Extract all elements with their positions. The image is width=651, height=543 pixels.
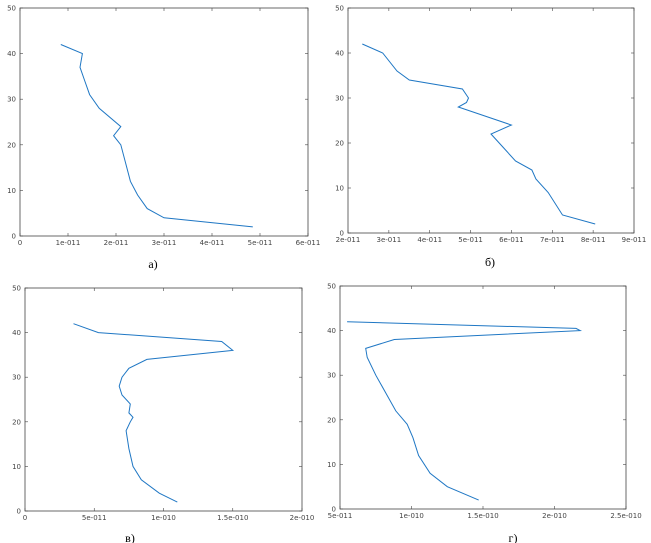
x-tick-label: 1.5e-010: [467, 512, 498, 520]
series-line: [347, 321, 583, 501]
x-tick-label: 1e-010: [399, 512, 424, 520]
x-tick-label: 2.5e-010: [610, 512, 641, 520]
x-tick-label: 5e-011: [328, 512, 353, 520]
series-line: [73, 323, 235, 503]
panel-caption-c: в): [125, 531, 135, 543]
y-tick-label: 40: [12, 329, 21, 337]
panel-caption-d: г): [509, 531, 518, 543]
x-tick-label: 3e-011: [152, 239, 177, 247]
x-tick-label: 8e-011: [581, 236, 606, 244]
y-tick-label: 30: [335, 95, 344, 103]
chart-panel-a: 0 10 20 30 40 50 0 1e-011 2e-011 3e-011 4e-011 5e-0…: [7, 5, 320, 272]
y-tick-label: 0: [340, 230, 344, 238]
chart-panel-d: 0 10 20 30 40 50 5e-011 1e-010 1.5e-010 2e-010 2.5…: [327, 283, 642, 543]
panel-caption-a: а): [148, 257, 157, 271]
y-tick-label: 20: [335, 140, 344, 148]
y-tick-label: 0: [12, 233, 16, 241]
chart-panel-b: 0 10 20 30 40 50 2e-011 3e-011 4e-011 5e-011 6e-01…: [335, 5, 646, 270]
y-tick-label: 0: [17, 508, 21, 516]
x-tick-label: 2e-010: [542, 512, 567, 520]
x-tick-label: 2e-011: [336, 236, 361, 244]
x-tick-label: 1e-010: [151, 514, 176, 522]
y-tick-label: 10: [12, 463, 21, 471]
x-tick-label: 3e-011: [377, 236, 402, 244]
x-tick-label: 2e-011: [104, 239, 129, 247]
series-line: [362, 43, 596, 225]
plot-frame: [339, 285, 627, 510]
x-tick-label: 4e-011: [200, 239, 225, 247]
y-tick-label: 50: [7, 5, 16, 13]
y-tick-label: 20: [7, 141, 16, 149]
x-tick-label: 5e-011: [458, 236, 483, 244]
x-tick-label: 0: [18, 239, 22, 247]
plot-frame: [19, 7, 309, 237]
x-tick-label: 0: [23, 514, 27, 522]
y-tick-label: 20: [12, 418, 21, 426]
y-tick-label: 30: [12, 374, 21, 382]
x-tick-label: 5e-011: [248, 239, 273, 247]
y-tick-label: 50: [12, 285, 21, 293]
x-tick-label: 1e-011: [56, 239, 81, 247]
y-tick-label: 10: [7, 187, 16, 195]
plot-frame: [347, 7, 635, 234]
x-tick-label: 6e-011: [499, 236, 524, 244]
y-tick-label: 10: [327, 461, 336, 469]
plot-frame: [24, 287, 303, 512]
y-tick-label: 30: [7, 96, 16, 104]
x-tick-label: 4e-011: [417, 236, 442, 244]
x-tick-label: 5e-011: [82, 514, 107, 522]
y-tick-label: 10: [335, 185, 344, 193]
y-tick-label: 50: [327, 283, 336, 291]
y-tick-label: 50: [335, 5, 344, 13]
x-tick-label: 9e-011: [622, 236, 647, 244]
y-tick-label: 40: [335, 50, 344, 58]
series-line: [60, 44, 253, 228]
panel-caption-b: б): [485, 255, 495, 269]
y-tick-label: 20: [327, 416, 336, 424]
chart-panel-c: 0 10 20 30 40 50 0 5e-011 1e-010 1.5e-010 2e-010 в): [12, 285, 314, 543]
x-tick-label: 7e-011: [540, 236, 565, 244]
y-tick-label: 0: [332, 506, 336, 514]
x-tick-label: 2e-010: [290, 514, 315, 522]
x-tick-label: 1.5e-010: [217, 514, 248, 522]
y-tick-label: 30: [327, 372, 336, 380]
x-tick-label: 6e-011: [296, 239, 321, 247]
y-tick-label: 40: [7, 50, 16, 58]
y-tick-label: 40: [327, 327, 336, 335]
